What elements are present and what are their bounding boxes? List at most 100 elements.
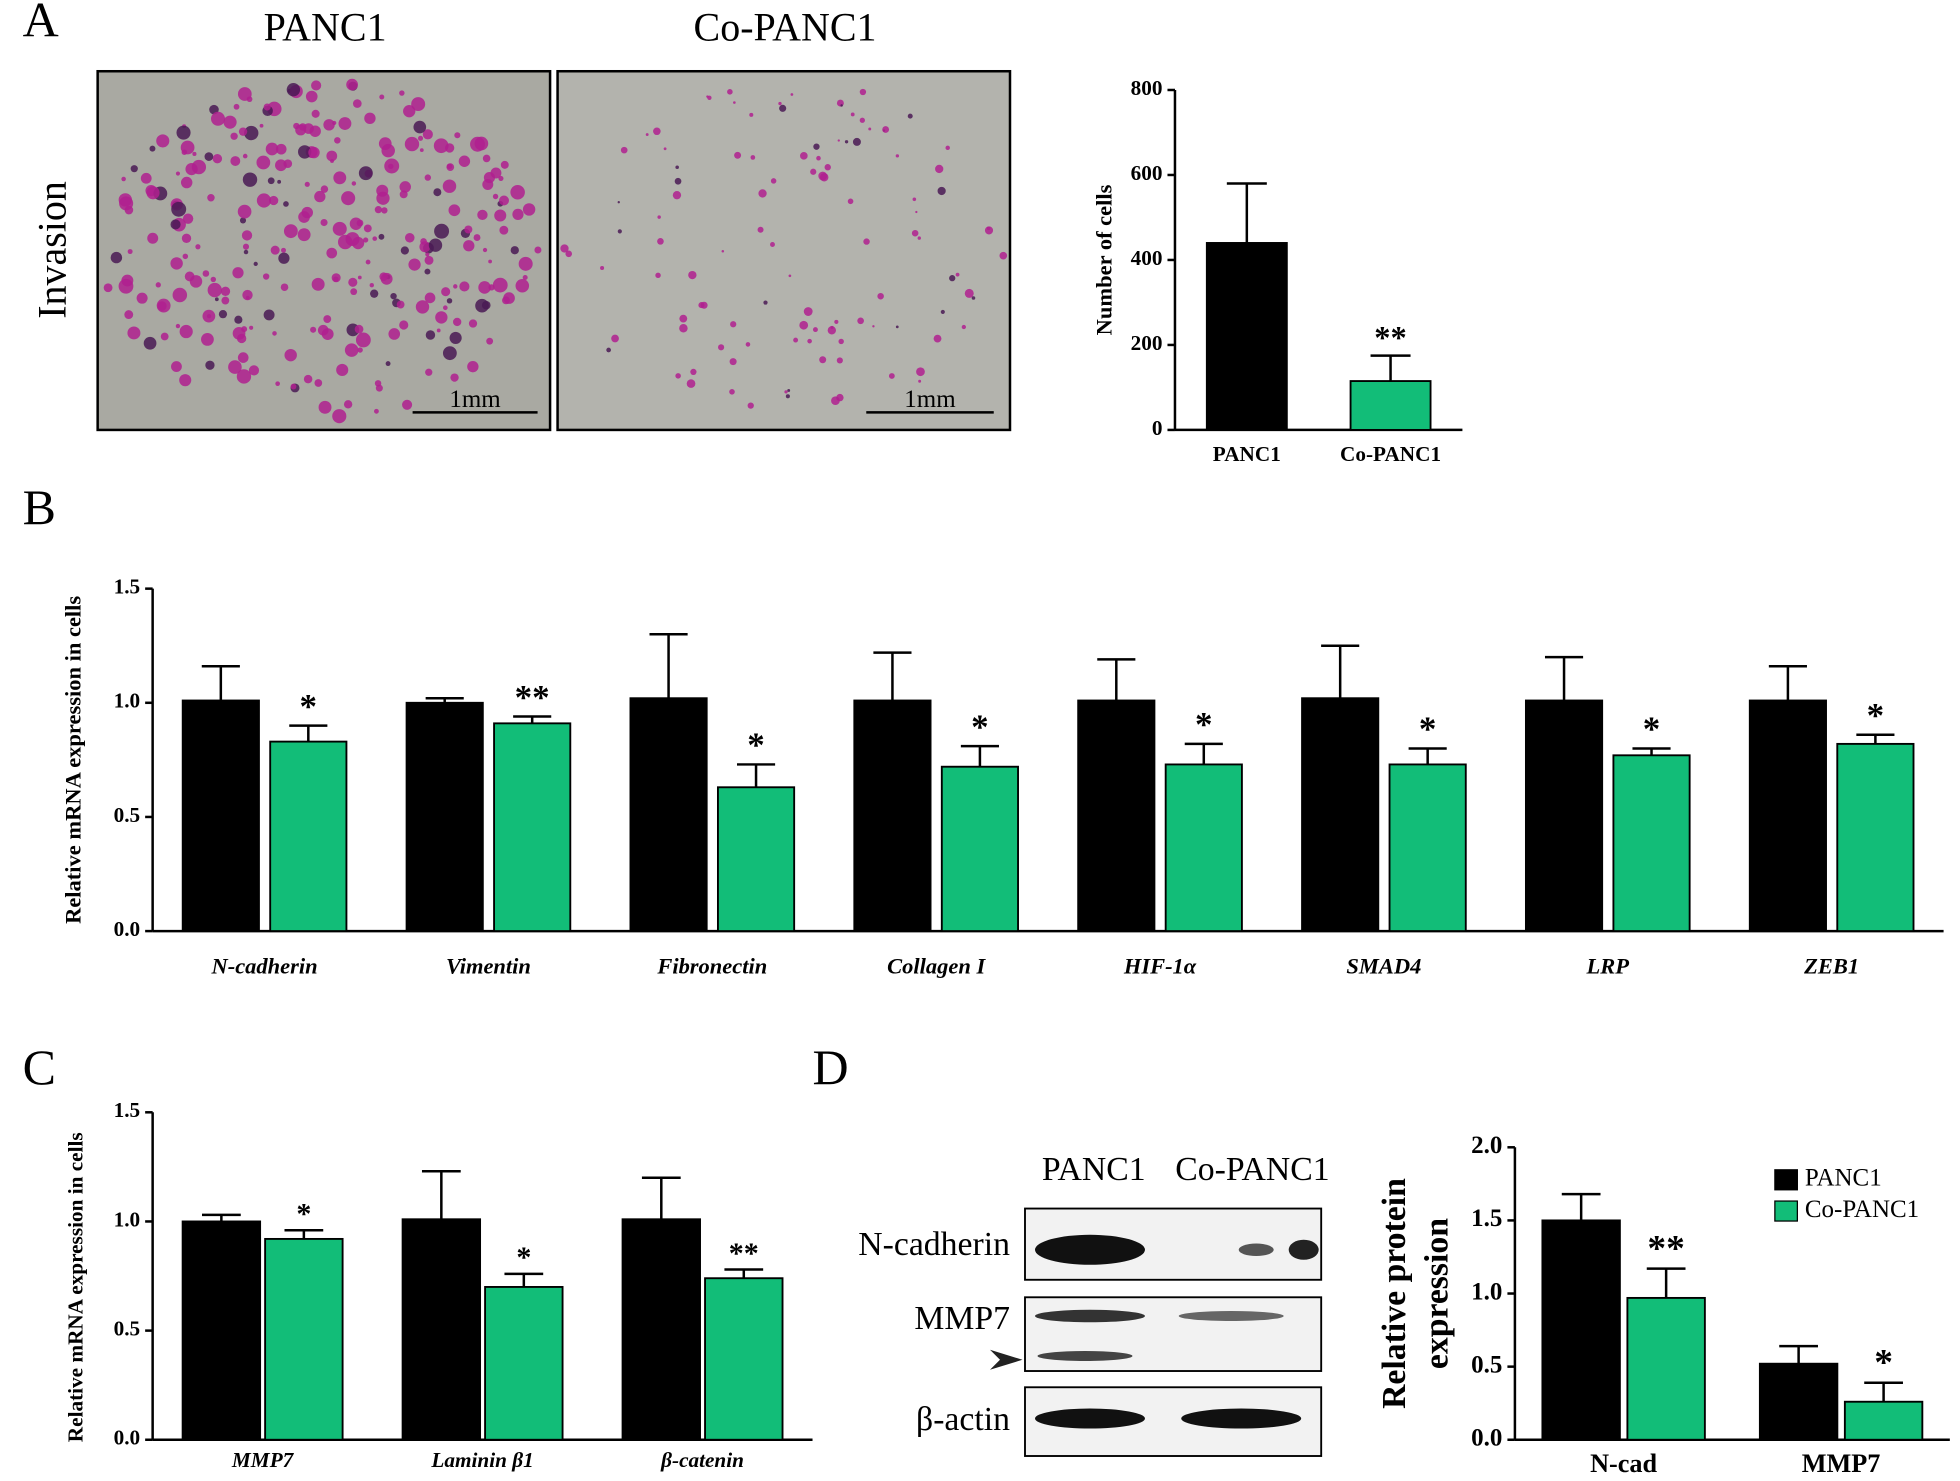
cell <box>305 90 318 103</box>
cell <box>877 292 884 300</box>
cell <box>852 137 861 146</box>
cell <box>237 352 249 363</box>
cell <box>399 90 405 96</box>
cell <box>868 127 872 131</box>
cell <box>424 292 436 304</box>
cell <box>425 368 433 376</box>
y-tick-label: 0 <box>1152 416 1163 440</box>
cell <box>350 288 358 296</box>
cell <box>385 361 391 367</box>
x-tick-label: PANC1 <box>1213 442 1281 466</box>
bar <box>1349 380 1432 431</box>
cell <box>475 298 489 313</box>
cell <box>816 155 821 161</box>
cell <box>160 332 169 341</box>
cell <box>945 145 950 151</box>
cell <box>478 281 491 294</box>
cell <box>986 226 991 231</box>
cell <box>277 179 282 184</box>
panel-label: A <box>23 0 59 47</box>
cell <box>295 124 307 136</box>
cell <box>690 368 697 376</box>
bar <box>264 1237 344 1441</box>
cell <box>844 140 849 144</box>
blot-band <box>1288 1239 1319 1260</box>
error-bar <box>513 715 552 724</box>
cell <box>354 324 364 334</box>
cell <box>424 268 431 275</box>
cell <box>907 113 913 119</box>
cell <box>204 152 214 161</box>
arrowhead <box>989 1349 1023 1370</box>
error-bar <box>724 1268 764 1279</box>
blot-band <box>1034 1408 1145 1429</box>
y-tick-label: 1.0 <box>1471 1278 1502 1305</box>
cell <box>263 309 275 321</box>
cell <box>345 232 360 247</box>
cell <box>333 171 347 185</box>
cell <box>464 225 473 234</box>
cell <box>425 252 430 257</box>
bar <box>716 786 796 933</box>
cell <box>411 97 426 112</box>
cell <box>473 234 481 241</box>
x-tick-label: Collagen I <box>887 954 986 979</box>
cell <box>171 361 182 372</box>
cell <box>320 185 329 193</box>
significance: * <box>1643 710 1661 749</box>
cell <box>396 300 405 309</box>
cell <box>239 217 247 224</box>
cell <box>515 278 530 293</box>
cell <box>283 201 289 207</box>
x-tick-label: MMP7 <box>1802 1449 1881 1478</box>
cell <box>498 195 509 206</box>
blot-band <box>1034 1309 1145 1323</box>
cell <box>298 145 312 159</box>
error-bar <box>960 744 999 767</box>
cell <box>418 135 424 141</box>
cell <box>674 177 682 185</box>
cell <box>446 298 453 304</box>
cell <box>837 139 840 142</box>
cell <box>847 198 854 205</box>
bar <box>405 701 484 933</box>
significance: ** <box>1647 1228 1684 1269</box>
cell <box>156 134 170 148</box>
cell <box>344 343 359 357</box>
y-tick-label: 2.0 <box>1471 1132 1502 1159</box>
cell <box>718 344 725 351</box>
cell <box>758 189 767 198</box>
cell <box>237 87 252 101</box>
cell <box>787 389 791 392</box>
cell <box>310 326 317 333</box>
cell <box>836 393 844 402</box>
cell <box>518 256 533 271</box>
significance: * <box>1419 710 1436 749</box>
cell <box>458 155 471 167</box>
cell <box>376 184 389 197</box>
error-bar <box>1370 354 1411 382</box>
cell <box>512 208 524 220</box>
cell <box>729 388 735 395</box>
cell <box>323 315 332 323</box>
cell <box>318 400 332 414</box>
cell <box>253 261 258 267</box>
cell <box>379 94 385 100</box>
cell <box>181 233 192 244</box>
x-tick-label: N-cadherin <box>210 954 317 979</box>
error-bar <box>1864 1381 1903 1402</box>
cell <box>850 112 855 117</box>
scale-label: 1mm <box>904 386 956 413</box>
cell <box>730 321 737 328</box>
cell <box>195 244 201 250</box>
bar <box>940 765 1019 933</box>
cell <box>433 138 449 154</box>
cell <box>747 402 754 409</box>
error-bar <box>1321 644 1360 699</box>
cell <box>275 381 280 387</box>
error-bar <box>649 633 688 699</box>
cell <box>202 309 216 323</box>
cell <box>807 338 812 344</box>
cell <box>428 238 443 252</box>
cell <box>172 287 188 303</box>
